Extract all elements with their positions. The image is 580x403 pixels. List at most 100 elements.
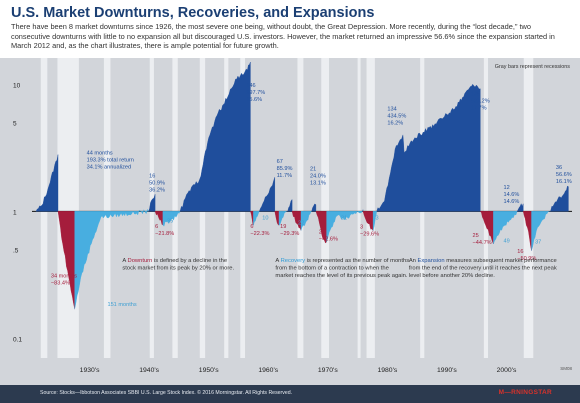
data-label: 34.1% annualized [87, 165, 131, 171]
definition-note-line: level before another 20% decline. [409, 273, 495, 279]
data-label: 697.7% [246, 90, 265, 96]
data-label: 56.6% [556, 172, 572, 178]
chart-code: SM08 [560, 366, 572, 371]
y-tick-label: 10 [13, 82, 21, 89]
data-label: 16 [149, 173, 155, 179]
data-label: −50.9% [517, 256, 536, 262]
recovery-area [162, 211, 181, 227]
downturn-area [154, 211, 164, 226]
data-label: 22 [298, 220, 304, 226]
data-label: 3 [360, 225, 363, 231]
x-tick-label: 1950's [199, 367, 219, 374]
data-label: 16.1% [556, 179, 572, 185]
definition-note: An Expansion measures subsequent market … [409, 258, 557, 264]
data-label: 12 [504, 185, 510, 191]
recovery-area [326, 211, 363, 243]
page-title: U.S. Market Downturns, Recoveries, and E… [11, 5, 375, 21]
data-label: 13.1% [310, 180, 326, 186]
data-label: 146 [246, 83, 255, 89]
data-label: 16.2% [387, 121, 403, 127]
data-label: 523.2% [471, 98, 490, 104]
data-label: −29.6% [360, 232, 379, 238]
data-label: 50.9% [149, 180, 165, 186]
data-label: 21 [310, 166, 316, 172]
data-label: 6 [155, 224, 158, 230]
recession-bar [321, 58, 330, 358]
data-label: 21 [341, 216, 347, 222]
intro-paragraph: There have been 8 market downturns since… [11, 22, 555, 51]
data-label: 44 months [87, 151, 113, 157]
data-label: 14.6% [504, 199, 520, 205]
y-tick-label: .5 [13, 248, 19, 255]
definition-note: A Recovery is represented as the number … [275, 258, 409, 264]
recovery-area [278, 211, 288, 226]
data-label: 193.3% total return [87, 158, 134, 164]
expansion-area [549, 185, 569, 212]
definition-note-line: from the bottom of a contraction to when… [275, 265, 388, 271]
data-label: 21 [319, 229, 325, 235]
recovery-area [300, 211, 313, 231]
footer-bar: Source: Stocks—Ibbotson Associates SBBI … [0, 385, 580, 403]
recession-bar [103, 58, 111, 358]
downturn-area [57, 211, 75, 310]
recession-bar [57, 58, 79, 358]
definition-note-line: stock market from its peak by 20% or mor… [122, 265, 234, 271]
x-tick-label: 1960's [258, 367, 278, 374]
expansion-area [148, 194, 156, 212]
data-label: 34 months [51, 274, 77, 280]
recession-bar [357, 58, 361, 358]
data-label: 10 [262, 216, 268, 222]
recession-bar [366, 58, 375, 358]
data-label: 3 [375, 216, 378, 222]
data-label: 25 [473, 233, 479, 239]
x-tick-label: 1970's [318, 367, 338, 374]
y-tick-label: 0.1 [13, 336, 22, 343]
data-label: 11.7% [277, 173, 292, 179]
recovery-area [74, 208, 149, 310]
downturn-area [479, 211, 494, 245]
data-label: −22.3% [250, 231, 269, 237]
data-label: 15.6% [246, 97, 262, 103]
expansion-area [311, 203, 317, 212]
expansion-area [35, 154, 59, 212]
data-label: 6 [250, 224, 253, 230]
y-tick-label: 1 [13, 209, 17, 216]
data-label: 37 [535, 239, 541, 245]
data-label: −42.6% [319, 236, 338, 242]
definition-note: A Downturn is defined by a decline in th… [122, 258, 227, 264]
data-label: −44.7% [473, 240, 492, 246]
data-label: 67 [277, 159, 283, 165]
data-label: 17.7% [471, 105, 487, 111]
data-label: 49 [504, 238, 510, 244]
market-cycle-chart: 10 5 1 .5 0.1 1930's 1940's 1950's 1960's 1970's 1… [13, 58, 572, 374]
data-label: −83.4% [51, 281, 70, 287]
recession-bar [172, 58, 178, 358]
data-label: 434.5% [387, 114, 406, 120]
recovery-area [531, 211, 550, 251]
brand-logo: M—RNINGSTAR [498, 389, 552, 396]
expansion-area [259, 177, 275, 212]
data-label: 135 [471, 91, 480, 97]
data-label: −21.8% [155, 231, 174, 237]
y-tick-label: 5 [13, 121, 17, 128]
x-tick-label: 1930's [80, 367, 100, 374]
data-label: 14.6% [504, 192, 520, 198]
downturn-area [274, 211, 280, 226]
x-tick-label: 1990's [437, 367, 457, 374]
data-label: 36 [556, 165, 562, 171]
data-label: 85.9% [277, 166, 293, 172]
recession-bar [523, 58, 534, 358]
source-note: Source: Stocks—Ibbotson Associates SBBI … [40, 390, 293, 396]
expansion-area [362, 209, 364, 212]
data-label: 35 [167, 218, 173, 224]
x-tick-label: 2000's [497, 367, 517, 374]
recession-bar [297, 58, 304, 358]
recovery-area [253, 211, 260, 226]
x-tick-label: 1980's [377, 367, 397, 374]
recession-bar [483, 58, 489, 358]
recovery-area [493, 211, 518, 245]
definition-note-line: from the end of the recovery until it re… [409, 265, 557, 271]
data-label: 16 [517, 249, 523, 255]
expansion-area [516, 203, 524, 212]
data-label: 134 [387, 107, 396, 113]
